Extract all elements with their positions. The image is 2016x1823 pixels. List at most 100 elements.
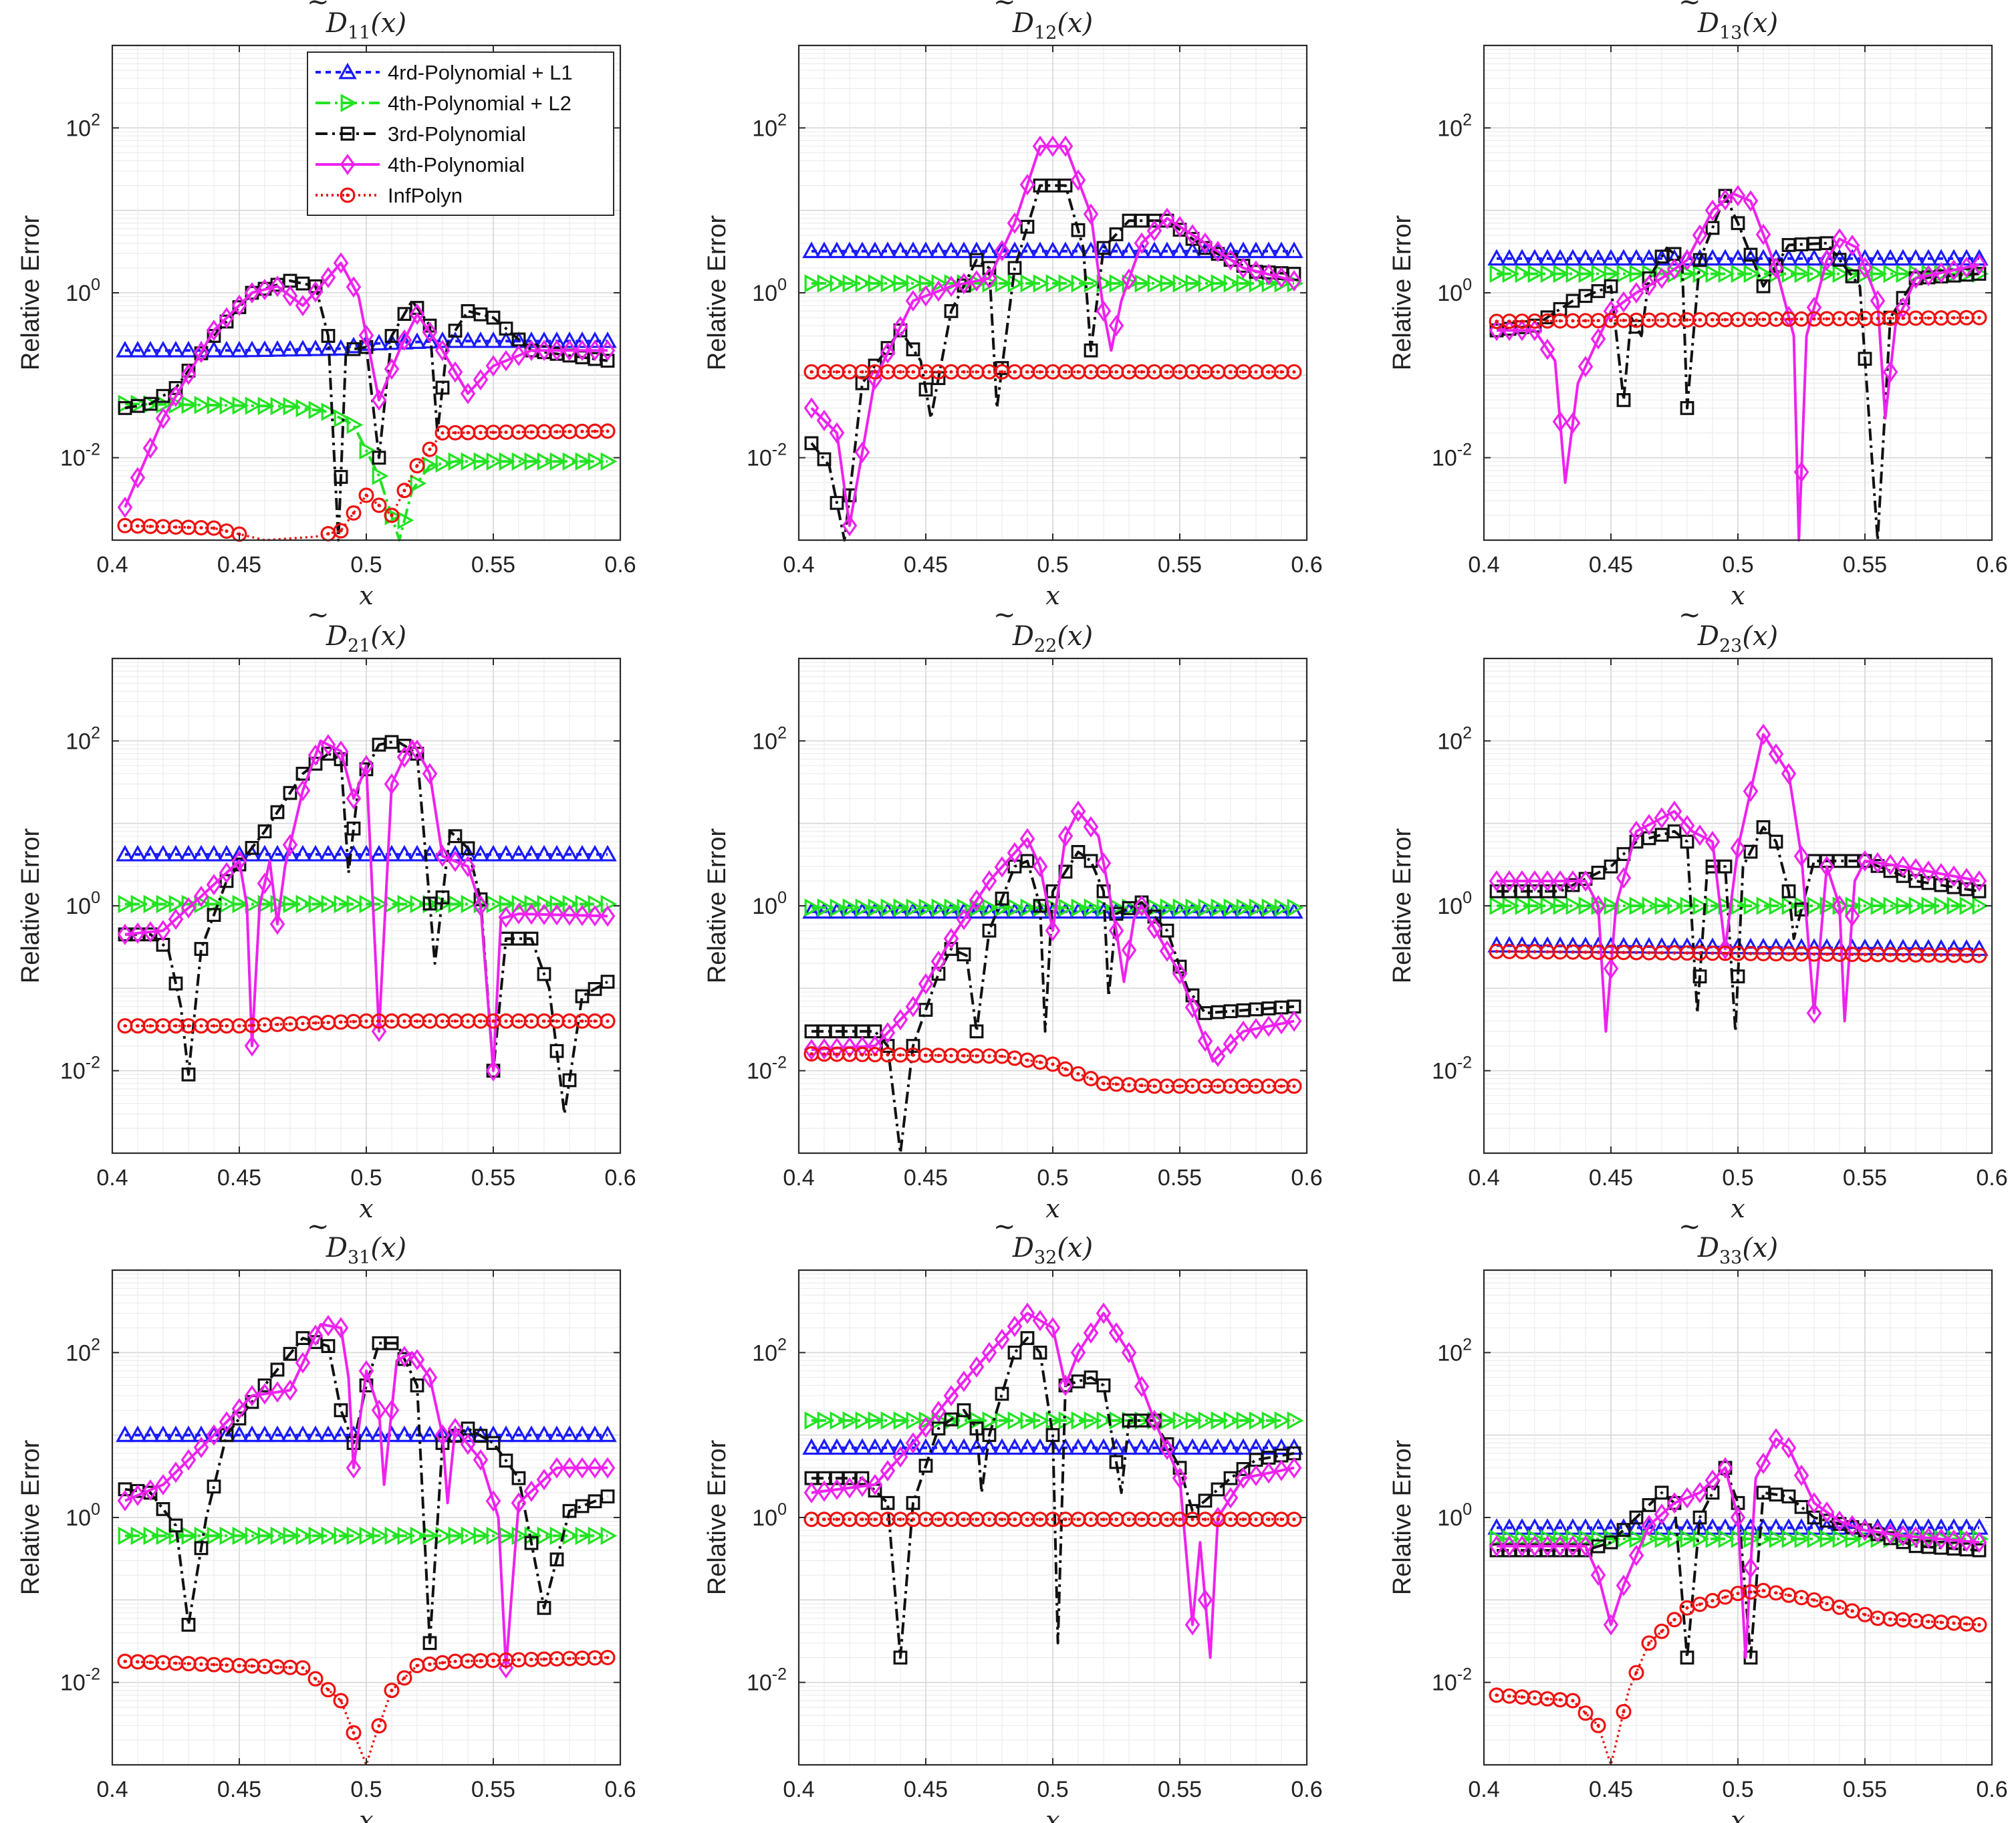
marker-dot [924,1053,928,1058]
marker [1794,1530,1811,1548]
marker-dot [848,1052,852,1056]
marker [1096,1302,1112,1324]
marker [484,844,503,862]
marker [1134,232,1150,254]
marker [1236,274,1253,293]
subplot-13: 0.4 0.45 0.5 0.55 0.6 10-2 100 102 D13(x)~ x Relat… [1388,0,2008,610]
series-diamond [117,734,616,1082]
marker-dot [1799,317,1803,321]
marker [802,1438,821,1455]
marker [334,1403,348,1417]
marker [1858,896,1875,915]
marker [1604,279,1618,293]
marker [485,1490,501,1512]
marker [357,1425,376,1443]
marker [1272,241,1291,259]
marker [892,1446,908,1468]
marker [1755,1453,1771,1475]
marker [1882,1523,1898,1545]
marker [1007,274,1025,293]
marker [1844,905,1860,927]
marker [485,355,501,377]
marker [1933,1528,1949,1550]
marker [1703,249,1722,266]
marker [319,844,338,862]
marker [346,1526,364,1546]
marker [410,1526,427,1546]
marker-dot [212,526,216,530]
marker-dot [1571,319,1575,323]
marker [396,329,412,351]
marker [1146,917,1162,939]
marker-dot [1609,951,1613,955]
marker [434,340,451,362]
marker [319,1425,338,1443]
marker [1057,1374,1074,1396]
marker [575,989,590,1003]
marker [1578,264,1596,283]
marker [1007,842,1023,864]
marker-dot [504,1658,508,1662]
marker [1184,997,1201,1018]
tilde-accent: ~ [1678,600,1701,630]
marker-dot [898,1517,902,1522]
marker [473,1449,489,1471]
marker [154,340,172,358]
marker [1716,249,1735,266]
marker [1020,854,1035,868]
marker-dot [1977,953,1981,957]
marker-dot [453,1019,457,1023]
marker-dot [186,1662,191,1666]
marker [1273,267,1289,289]
marker-dot [1229,370,1233,374]
marker [397,894,414,914]
marker [804,898,822,917]
series-line [124,279,608,541]
marker [1096,1411,1114,1430]
marker-dot [924,1517,928,1522]
marker [499,452,516,471]
grid [1484,1270,1992,1765]
marker [1070,1342,1086,1364]
marker [295,1352,311,1374]
marker [219,396,237,415]
y-tick-label: 10-2 [747,1665,787,1696]
x-tick-label: 0.55 [1158,552,1202,578]
marker [420,1425,439,1443]
marker [1057,1061,1074,1077]
marker-dot [1749,1590,1753,1594]
marker-dot [1152,1517,1156,1522]
marker [1589,249,1608,266]
marker [803,1481,820,1503]
marker [1731,969,1745,983]
marker [168,1461,184,1483]
marker [270,805,285,820]
marker [829,1479,845,1501]
marker [1883,896,1900,915]
marker [1881,249,1900,266]
marker [930,1401,947,1423]
marker [207,1479,221,1494]
marker-dot [1774,317,1778,322]
marker [207,1526,224,1546]
marker [270,894,287,914]
marker-dot [568,429,572,434]
marker-dot [390,1019,394,1023]
marker [1883,264,1900,283]
marker-dot [1761,1588,1765,1592]
marker-dot [517,1019,521,1023]
y-tick-label: 100 [1437,1500,1472,1531]
marker [537,452,554,471]
marker [1236,1462,1251,1476]
marker-dot [1038,370,1042,374]
marker [1731,896,1748,915]
legend-marker [338,62,357,80]
marker-dot [1850,317,1854,321]
marker [471,331,490,348]
marker [384,1399,400,1421]
x-axis-label: x [1731,1806,1745,1823]
marker [880,274,898,293]
marker-dot [415,464,419,468]
marker-dot [326,1020,330,1025]
marker [1045,274,1063,293]
